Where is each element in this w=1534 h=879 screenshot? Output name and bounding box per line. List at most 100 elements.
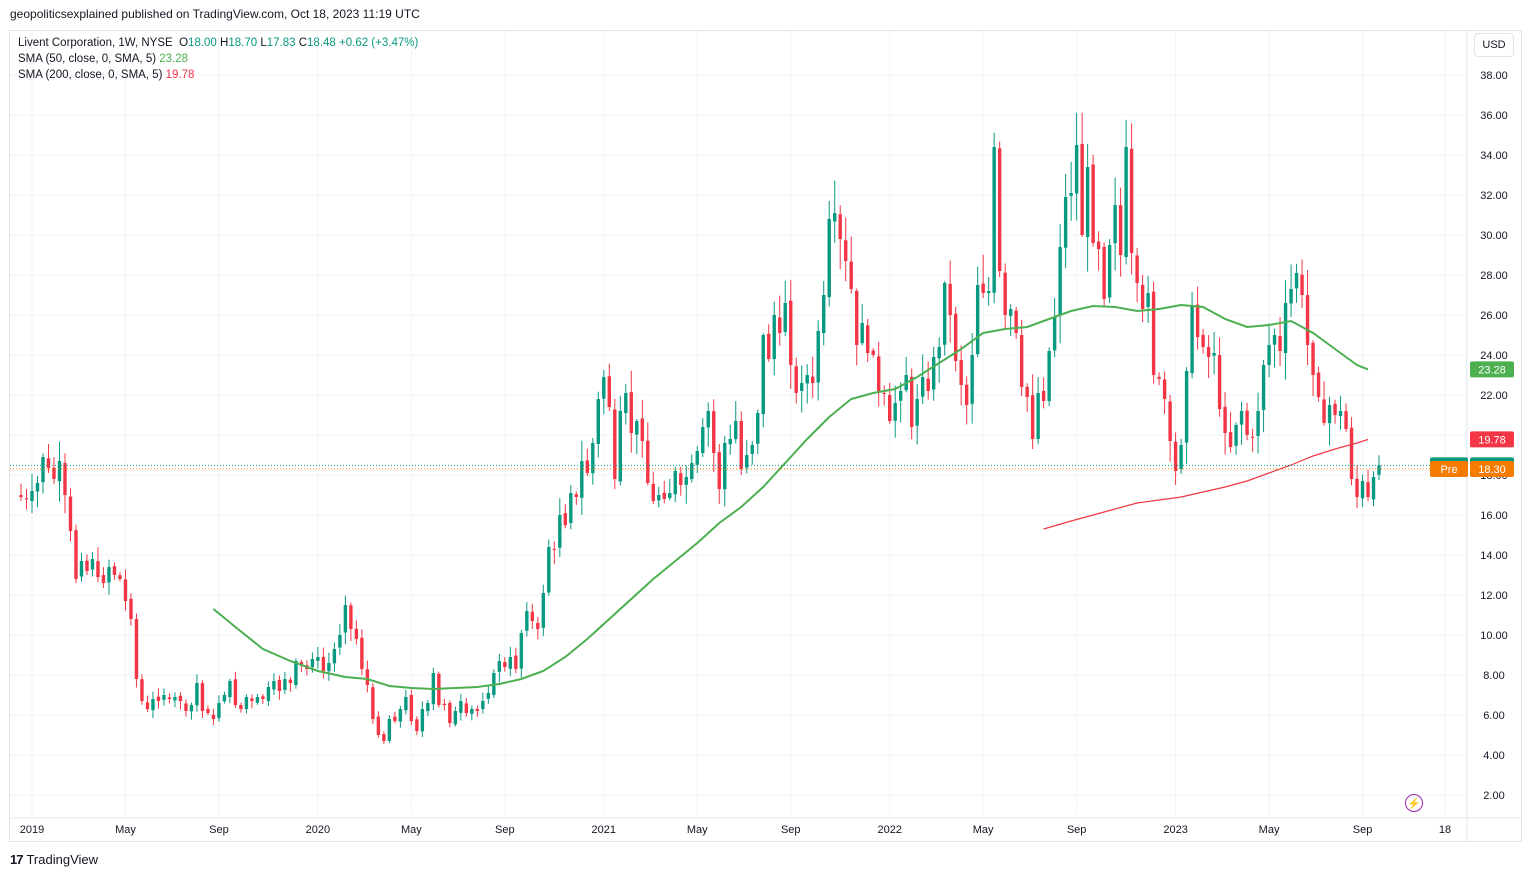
candle-body	[547, 547, 551, 593]
candle-body	[398, 709, 403, 722]
x-tick-label: 2022	[877, 824, 901, 836]
candle-body	[470, 709, 474, 714]
candle-body	[635, 421, 639, 435]
candle-body	[728, 439, 732, 445]
candle-body	[96, 561, 100, 577]
candle-body	[41, 457, 45, 483]
candle-body	[195, 683, 199, 706]
y-tick-label: 16.00	[1480, 510, 1508, 522]
symbol-legend-row[interactable]: Livent Corporation, 1W, NYSE O18.00 H18.…	[18, 35, 418, 51]
candle-body	[563, 513, 568, 525]
candle-body	[1267, 345, 1271, 365]
ohlc-values: O18.00 H18.70 L17.83 C18.48 +0.62 (+3.47…	[179, 37, 419, 49]
y-tick-label: 10.00	[1480, 630, 1508, 642]
sma200-price-tag-bg	[1470, 431, 1514, 448]
y-tick-label: 2.00	[1483, 790, 1504, 802]
candle-body	[239, 705, 243, 709]
pre-price-tag-prefix: Pre	[1440, 464, 1457, 476]
y-tick-label: 36.00	[1480, 110, 1508, 122]
y-tick-label: 12.00	[1480, 590, 1508, 602]
change-value: +0.62 (+3.47%)	[339, 37, 419, 49]
sma200-legend-row[interactable]: SMA (200, close, 0, SMA, 5) 19.78	[18, 67, 418, 83]
candle-body	[893, 403, 897, 421]
candle-body	[1019, 335, 1024, 387]
y-tick-label: 6.00	[1483, 710, 1504, 722]
candle-body	[206, 709, 210, 713]
candle-body	[739, 421, 743, 469]
candle-body	[657, 495, 661, 501]
candle-body	[959, 359, 963, 385]
candle-body	[887, 395, 892, 421]
candle-body	[442, 703, 447, 705]
candle-body	[915, 399, 919, 426]
candle-body	[745, 455, 749, 468]
candle-body	[409, 694, 414, 721]
candle-body	[778, 317, 782, 333]
lightning-bolt-icon[interactable]: ⚡	[1405, 794, 1423, 812]
candle-body	[63, 462, 67, 495]
candle-body	[519, 633, 524, 669]
candle-body	[1327, 405, 1332, 424]
symbol-title: Livent Corporation, 1W, NYSE	[18, 37, 173, 49]
candle-body	[35, 483, 40, 492]
candle-body	[992, 147, 996, 293]
candle-body	[1157, 376, 1161, 379]
candle-body	[646, 440, 650, 483]
candle-body	[964, 384, 969, 405]
x-tick-label: May	[1259, 824, 1280, 836]
candle-body	[668, 493, 672, 499]
candle-body	[948, 283, 952, 315]
candle-body	[794, 366, 798, 393]
candle-body	[827, 219, 831, 298]
candle-body	[1289, 289, 1293, 304]
candle-body	[1239, 411, 1244, 425]
candle-body	[393, 716, 397, 721]
candle-body	[975, 285, 980, 355]
candle-body	[1195, 304, 1200, 337]
candle-body	[1305, 295, 1310, 345]
candle-body	[1250, 436, 1255, 438]
x-tick-label: May	[687, 824, 708, 836]
chart-legend: Livent Corporation, 1W, NYSE O18.00 H18.…	[18, 35, 418, 83]
x-tick-label: 2021	[592, 824, 616, 836]
candle-body	[898, 391, 903, 401]
candle-body	[481, 701, 485, 710]
candle-body	[217, 703, 221, 719]
y-tick-label: 34.00	[1480, 150, 1508, 162]
candle-body	[1311, 342, 1315, 375]
candle-body	[1146, 293, 1150, 307]
candle-body	[1228, 432, 1233, 447]
candle-body	[855, 290, 859, 345]
candle-body	[1102, 246, 1106, 299]
candle-body	[1162, 379, 1167, 399]
y-tick-label: 30.00	[1480, 230, 1508, 242]
candle-body	[459, 701, 463, 713]
sma200-value: 19.78	[165, 69, 195, 81]
candle-body	[1058, 247, 1062, 316]
candle-body	[695, 451, 699, 465]
candle-body	[1206, 346, 1211, 357]
candle-body	[338, 635, 342, 648]
candle-body	[1063, 197, 1068, 248]
sma50-value: 23.28	[159, 53, 189, 65]
candle-body	[684, 477, 688, 485]
candle-body	[1212, 353, 1216, 356]
candle-body	[1333, 403, 1337, 415]
candle-body	[613, 409, 617, 479]
candle-body	[1047, 351, 1051, 402]
candle-body	[558, 515, 562, 548]
candle-body	[1245, 410, 1249, 435]
sma50-legend-row[interactable]: SMA (50, close, 0, SMA, 5) 23.28	[18, 51, 418, 67]
x-tick-label: Sep	[781, 824, 801, 836]
candle-body	[475, 709, 480, 711]
candle-body	[986, 291, 991, 294]
currency-button[interactable]: USD	[1474, 33, 1514, 57]
candle-body	[717, 452, 721, 489]
candle-body	[167, 697, 172, 699]
candle-body	[24, 498, 29, 500]
pre-price-tag-bg	[1470, 461, 1514, 477]
candle-body	[376, 716, 381, 735]
candle-body	[1168, 401, 1172, 441]
x-tick-label: 2020	[306, 824, 330, 836]
